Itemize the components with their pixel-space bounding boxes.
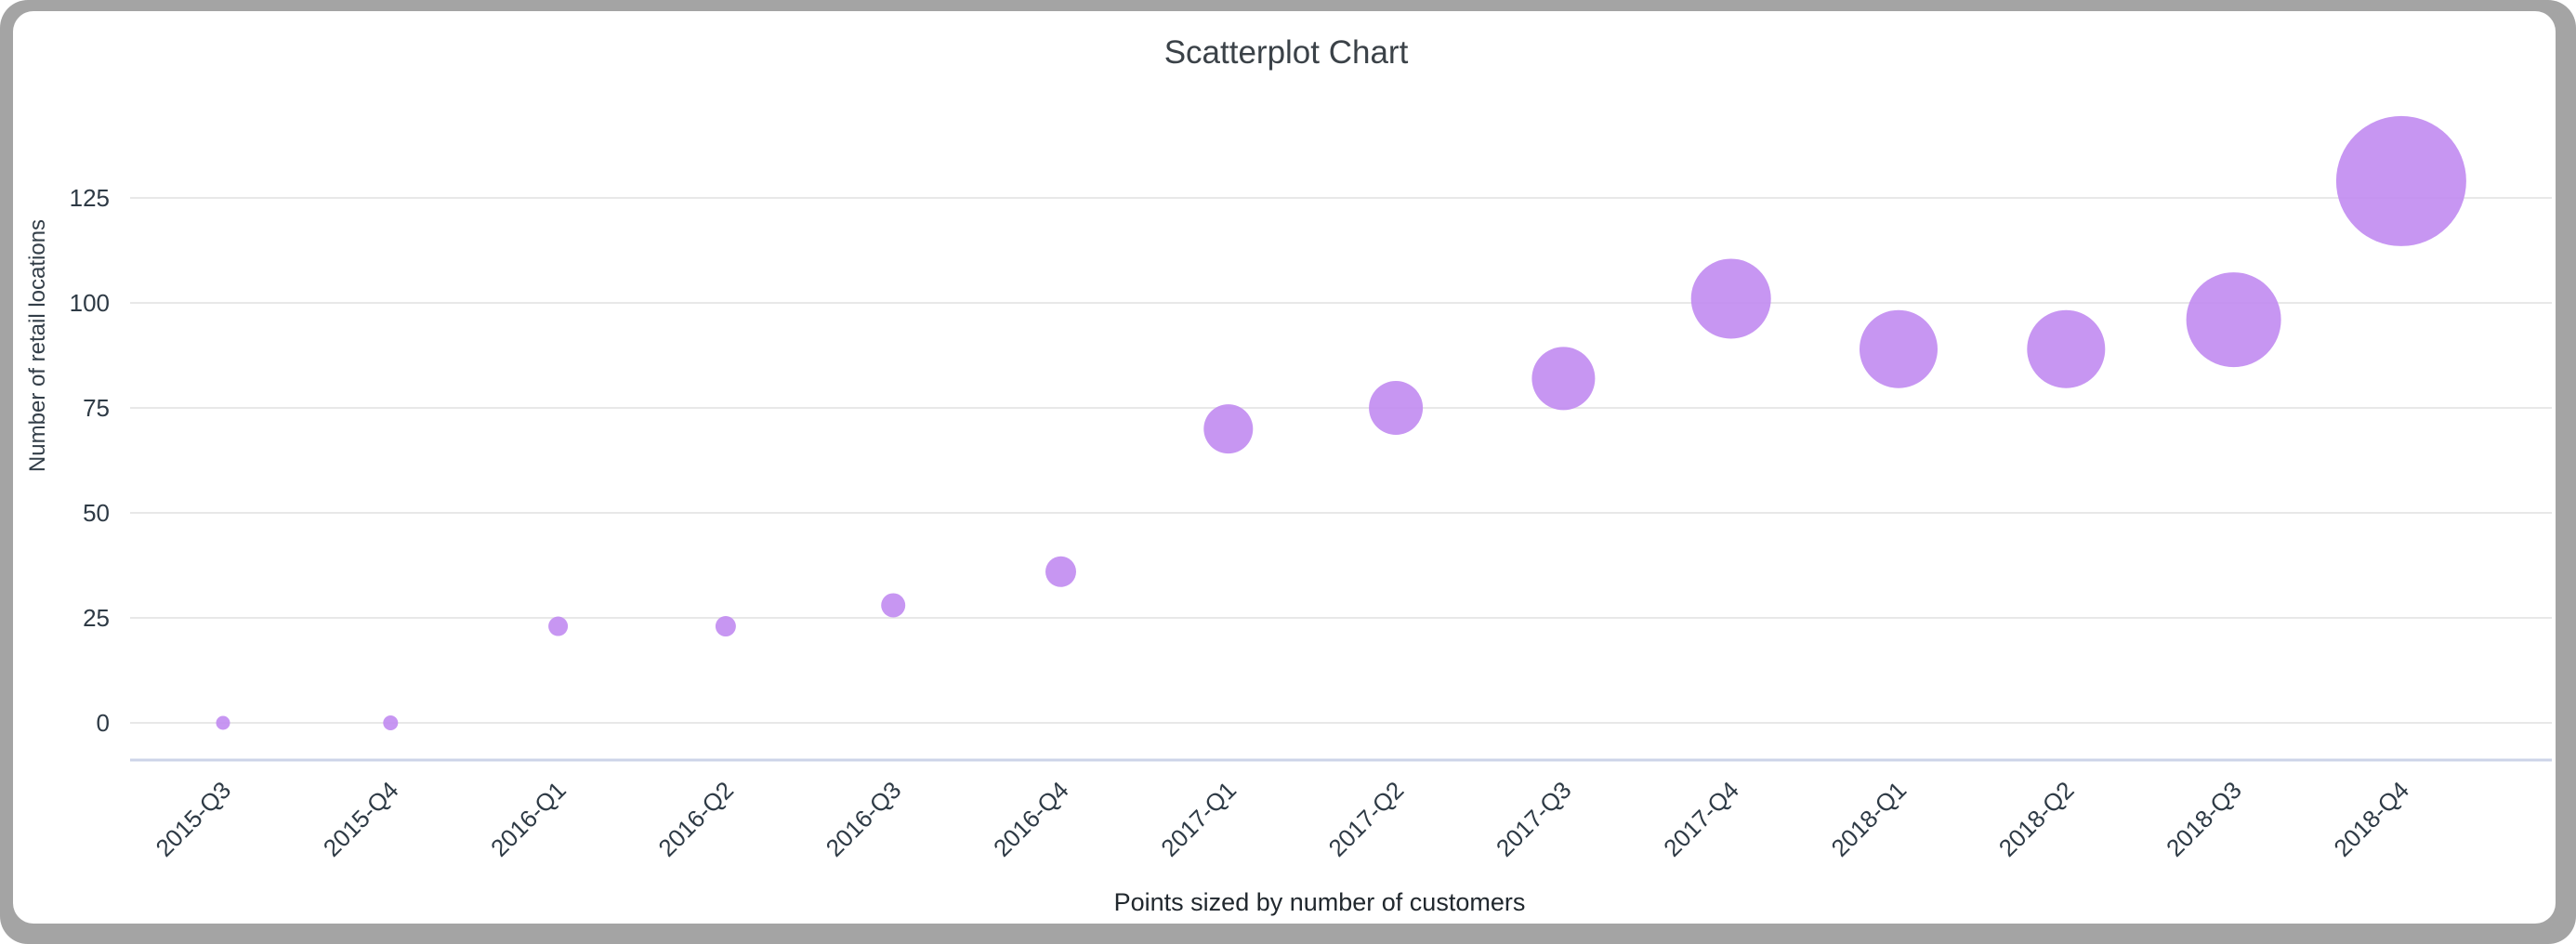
y-tick-label: 100	[70, 289, 110, 317]
data-point[interactable]	[2186, 272, 2281, 368]
data-points	[216, 115, 2466, 730]
y-tick-label: 0	[97, 709, 110, 737]
data-point[interactable]	[881, 593, 906, 618]
size-caption: Points sized by number of customers	[1114, 888, 1526, 916]
y-tick-labels: 0 25 50 75 100 125	[70, 184, 110, 737]
y-axis-title: Number of retail locations	[25, 219, 50, 472]
data-point[interactable]	[2027, 309, 2106, 388]
data-point[interactable]	[1045, 556, 1076, 587]
y-tick-label: 50	[83, 499, 110, 527]
data-point[interactable]	[548, 616, 569, 636]
data-point[interactable]	[1369, 381, 1424, 435]
data-point[interactable]	[216, 715, 230, 730]
data-point[interactable]	[715, 616, 736, 637]
data-point[interactable]	[383, 715, 399, 730]
data-point[interactable]	[1860, 309, 1938, 388]
y-tick-label: 25	[83, 604, 110, 632]
data-point[interactable]	[1203, 404, 1254, 454]
gridlines	[130, 197, 2552, 762]
chart-title: Scatterplot Chart	[1164, 34, 1409, 71]
chart-card	[13, 11, 2556, 924]
data-point[interactable]	[2335, 115, 2466, 246]
data-point[interactable]	[1690, 258, 1771, 339]
data-point[interactable]	[1531, 347, 1596, 411]
y-tick-label: 125	[70, 184, 110, 212]
y-tick-label: 75	[83, 394, 110, 422]
